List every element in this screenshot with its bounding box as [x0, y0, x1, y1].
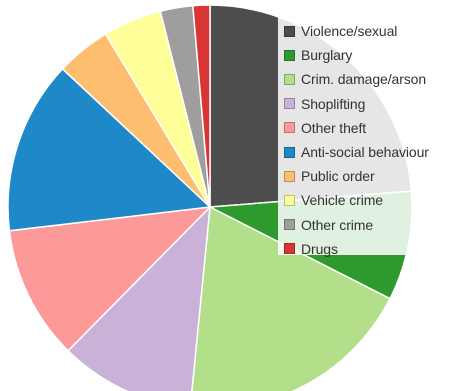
legend-label: Shoplifting [301, 95, 366, 112]
legend-swatch [284, 25, 295, 37]
legend-swatch [284, 194, 295, 206]
pie-slice-drugs[interactable] [192, 4, 211, 208]
pie-slice-shoplifting[interactable] [67, 206, 211, 391]
legend-item[interactable]: Crim. damage/arson [284, 67, 445, 91]
legend-item[interactable]: Anti-social behaviour [284, 140, 445, 164]
legend-label: Anti-social behaviour [301, 144, 429, 161]
legend-item[interactable]: Drugs [284, 237, 445, 261]
legend-item[interactable]: Other crime [284, 213, 445, 237]
legend-swatch [284, 122, 295, 134]
legend-item[interactable]: Violence/sexual [284, 19, 445, 43]
pie-slice-other-theft[interactable] [8, 206, 211, 352]
legend-label: Other crime [301, 216, 374, 233]
legend-swatch [284, 73, 295, 85]
legend-item[interactable]: Shoplifting [284, 92, 445, 116]
legend-swatch [284, 98, 295, 110]
legend-item[interactable]: Burglary [284, 43, 445, 67]
legend: Violence/sexual Burglary Crim. damage/ar… [278, 17, 445, 257]
legend-label: Violence/sexual [301, 23, 398, 40]
pie-slice-anti-social-behaviour[interactable] [7, 68, 211, 232]
legend-label: Burglary [301, 47, 353, 64]
legend-label: Vehicle crime [301, 192, 383, 209]
legend-item[interactable]: Vehicle crime [284, 188, 445, 212]
legend-label: Drugs [301, 240, 338, 257]
legend-label: Public order [301, 168, 375, 185]
legend-item[interactable]: Other theft [284, 116, 445, 140]
legend-swatch [284, 243, 295, 255]
legend-swatch [284, 219, 295, 231]
legend-swatch [284, 170, 295, 182]
legend-label: Crim. damage/arson [301, 71, 427, 88]
legend-item[interactable]: Public order [284, 164, 445, 188]
legend-label: Other theft [301, 119, 367, 136]
pie-slice-crim-damage-arson[interactable] [190, 206, 391, 391]
legend-swatch [284, 146, 295, 158]
legend-swatch [284, 49, 295, 61]
